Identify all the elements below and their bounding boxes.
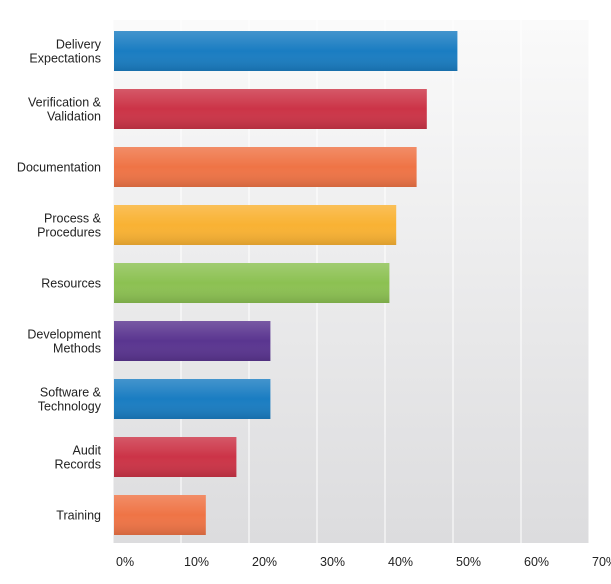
bars bbox=[114, 31, 458, 535]
bar-shade-1 bbox=[114, 89, 427, 129]
bar-shade-2 bbox=[114, 147, 417, 187]
x-tick-label-40: 40% bbox=[388, 555, 413, 569]
category-label-6: Software & Technology bbox=[38, 386, 102, 414]
bar-shade-0 bbox=[114, 31, 458, 71]
x-tick-label-60: 60% bbox=[524, 555, 549, 569]
category-label-2: Documentation bbox=[17, 161, 101, 175]
x-tick-label-20: 20% bbox=[252, 555, 277, 569]
bar-shade-7 bbox=[114, 437, 237, 477]
category-labels: Delivery Expectations Verification & Valida… bbox=[17, 38, 102, 523]
x-tick-label-70: 70% bbox=[592, 555, 611, 569]
x-tick-label-30: 30% bbox=[320, 555, 345, 569]
bar-shade-8 bbox=[114, 495, 206, 535]
category-label-0: Delivery Expectations bbox=[29, 38, 101, 66]
x-tick-label-50: 50% bbox=[456, 555, 481, 569]
category-label-5: Development Methods bbox=[27, 328, 101, 356]
x-axis-ticks: 0% 10% 20% 30% 40% 50% 60% 70% bbox=[116, 555, 611, 569]
category-label-4: Resources bbox=[41, 277, 101, 291]
x-tick-label-10: 10% bbox=[184, 555, 209, 569]
x-tick-label-0: 0% bbox=[116, 555, 134, 569]
bar-shade-4 bbox=[114, 263, 390, 303]
category-label-1: Verification & Validation bbox=[28, 96, 102, 124]
category-label-3: Process & Procedures bbox=[37, 212, 102, 240]
category-label-8: Training bbox=[56, 509, 101, 523]
bar-shade-6 bbox=[114, 379, 271, 419]
bar-shade-3 bbox=[114, 205, 397, 245]
bar-shade-5 bbox=[114, 321, 271, 361]
category-label-7: Audit Records bbox=[54, 444, 101, 472]
